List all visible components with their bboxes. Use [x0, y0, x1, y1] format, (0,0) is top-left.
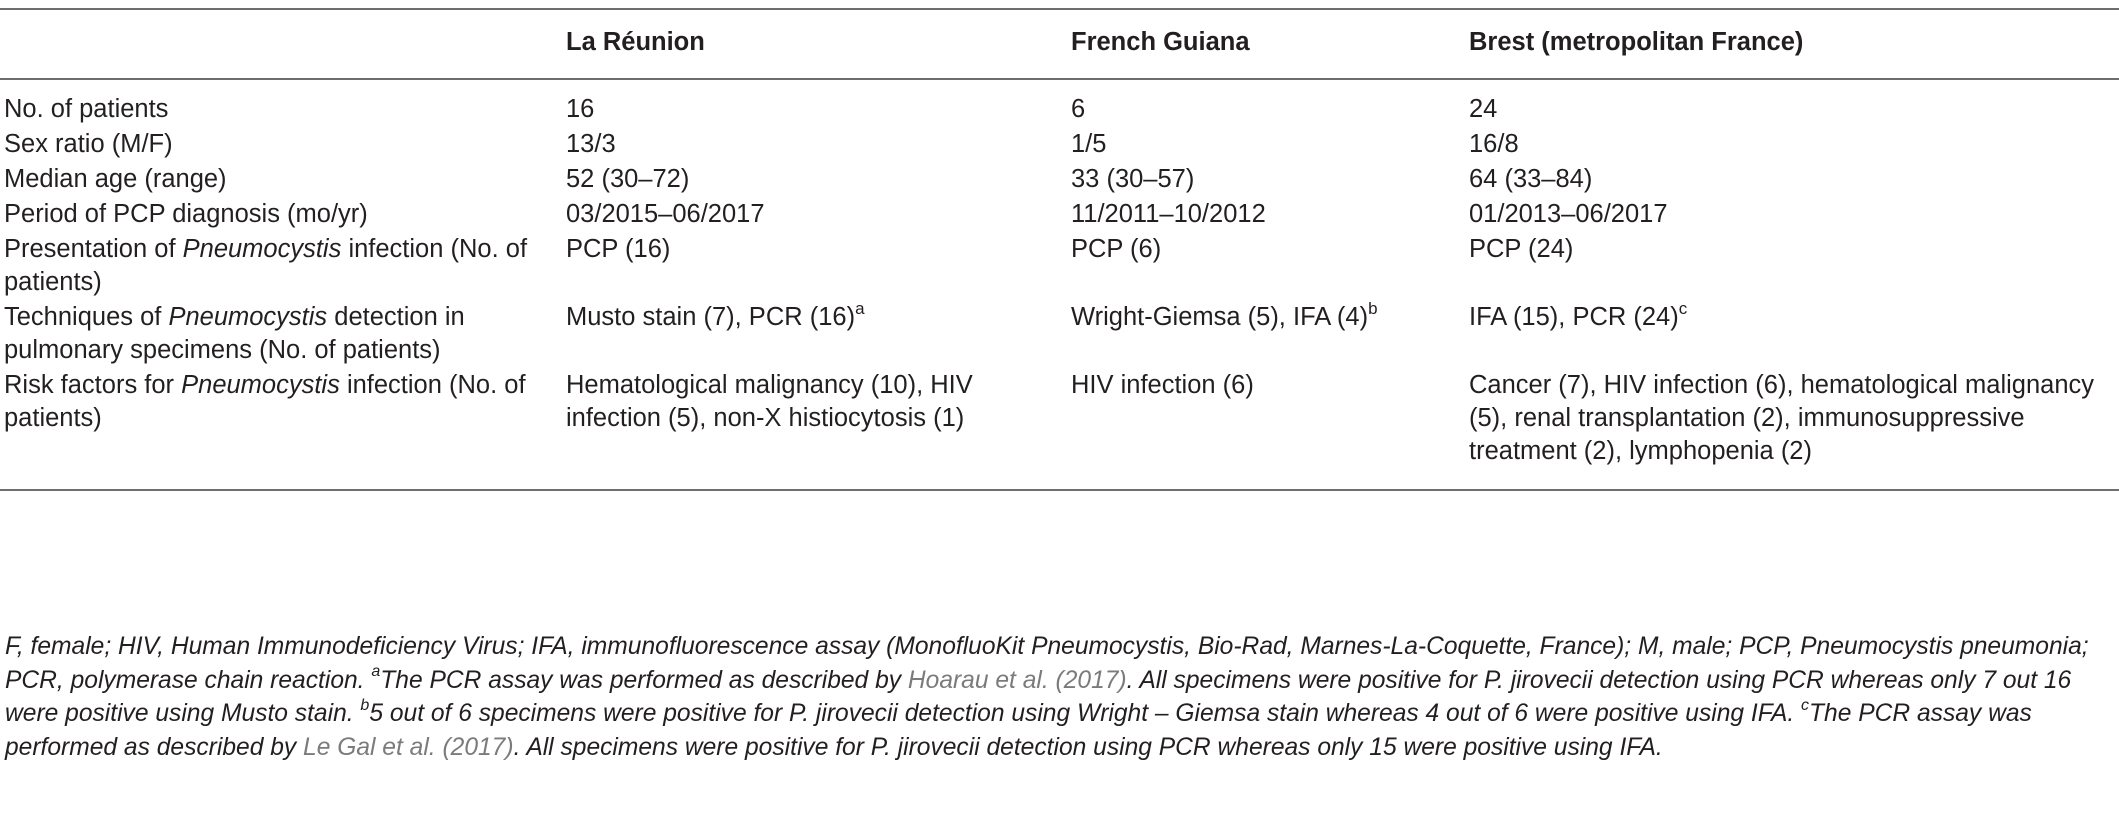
table-row: Presentation of Pneumocystis infection (…	[0, 233, 2119, 301]
row-label: Sex ratio (M/F)	[0, 128, 566, 163]
reference-link-hoarau[interactable]: Hoarau et al. (2017)	[907, 666, 1127, 694]
row-label: Techniques of Pneumocystis detection in …	[0, 301, 566, 369]
cell-value: 64 (33–84)	[1469, 165, 1593, 193]
column-header-french-guiana: French Guiana	[1071, 8, 1469, 80]
table-row: Median age (range) 52 (30–72) 33 (30–57) 64…	[0, 163, 2119, 198]
cell-brest: IFA (15), PCR (24)c	[1469, 298, 2119, 369]
cell-value: Musto stain (7), PCR (16)	[566, 303, 856, 331]
cell-french-guiana: 33 (30–57)	[1071, 163, 1469, 198]
footnote-marker-c: c	[1801, 696, 1810, 714]
cell-french-guiana: 11/2011–10/2012	[1071, 198, 1469, 233]
footnote-marker-a: a	[371, 663, 381, 681]
row-label: Risk factors for Pneumocystis infection …	[0, 369, 566, 491]
row-label-text-cont: infection (No. of patients)	[4, 371, 526, 432]
cell-value: 03/2015–06/2017	[566, 200, 765, 228]
table-row: Techniques of Pneumocystis detection in …	[0, 298, 2119, 369]
cell-la-reunion: PCP (16)	[566, 233, 1071, 301]
cell-value: PCP (24)	[1469, 235, 1574, 263]
cell-value: Hematological malignancy (10), HIV infec…	[566, 371, 973, 432]
cell-brest: 01/2013–06/2017	[1469, 198, 2119, 233]
cell-brest: 64 (33–84)	[1469, 163, 2119, 198]
row-label-organism: Pneumocystis	[168, 303, 328, 331]
row-label-text: Sex ratio (M/F)	[4, 130, 173, 158]
cell-la-reunion: 03/2015–06/2017	[566, 198, 1071, 233]
footnote-marker: c	[1678, 298, 1688, 318]
column-header-brest: Brest (metropolitan France)	[1469, 8, 2119, 80]
cell-value: Cancer (7), HIV infection (6), hematolog…	[1469, 371, 2095, 465]
cell-value: 13/3	[566, 130, 616, 158]
footnote-text-b: 5 out of 6 specimens were positive for P…	[369, 700, 1802, 727]
footnote-text-a-cont: . All specimens were positive for P. jir…	[5, 666, 2072, 728]
footnote-text-c-cont: . All specimens were positive for P. jir…	[513, 733, 1663, 761]
cell-french-guiana: Wright-Giemsa (5), IFA (4)b	[1071, 298, 1469, 369]
cell-french-guiana: PCP (6)	[1071, 233, 1469, 301]
cell-value: PCP (6)	[1071, 235, 1162, 263]
column-header-label	[0, 8, 566, 80]
row-label-text: Techniques of	[4, 303, 169, 331]
cell-value: 6	[1071, 95, 1086, 123]
cell-value: 33 (30–57)	[1071, 165, 1195, 193]
cell-value: 11/2011–10/2012	[1071, 200, 1266, 228]
footnote-text-a: The PCR assay was performed as described…	[380, 666, 908, 694]
table-footnote: F, female; HIV, Human Immunodeficiency V…	[5, 630, 2113, 764]
table-header-row: La Réunion French Guiana Brest (metropol…	[0, 8, 2119, 80]
footnote-marker: b	[1368, 298, 1378, 318]
column-header-la-reunion: La Réunion	[566, 8, 1071, 80]
footnote-abbreviations: F, female; HIV, Human Immunodeficiency V…	[5, 633, 2089, 694]
row-label: Median age (range)	[0, 163, 566, 198]
cell-value: 16	[566, 95, 595, 123]
cell-brest: 24	[1469, 79, 2119, 128]
cell-french-guiana: 1/5	[1071, 128, 1469, 163]
cell-la-reunion: Musto stain (7), PCR (16)a	[566, 298, 1071, 369]
cell-la-reunion: 16	[566, 79, 1071, 128]
cell-value: PCP (16)	[566, 235, 671, 263]
row-label: Presentation of Pneumocystis infection (…	[0, 233, 566, 301]
cell-value: 52 (30–72)	[566, 165, 690, 193]
cell-value: 16/8	[1469, 130, 1519, 158]
table-row: Risk factors for Pneumocystis infection …	[0, 369, 2119, 491]
cell-la-reunion: 13/3	[566, 128, 1071, 163]
row-label-text-cont: detection in pulmonary specimens (No. of…	[4, 303, 465, 364]
row-label-text-cont: infection (No. of patients)	[4, 235, 528, 296]
row-label-text: No. of patients	[4, 95, 169, 123]
row-label: Period of PCP diagnosis (mo/yr)	[0, 198, 566, 233]
footnote-text-c: The PCR assay was performed as described…	[5, 700, 2032, 761]
row-label-text: Period of PCP diagnosis (mo/yr)	[4, 200, 368, 228]
table-row: Period of PCP diagnosis (mo/yr) 03/2015–0…	[0, 198, 2119, 233]
cell-value: 1/5	[1071, 130, 1107, 158]
row-label-text: Presentation of	[4, 235, 183, 263]
cell-value: IFA (15), PCR (24)	[1469, 303, 1679, 331]
cell-value: 24	[1469, 95, 1498, 123]
row-label: No. of patients	[0, 79, 566, 128]
row-label-text: Risk factors for	[4, 371, 182, 399]
cell-brest: Cancer (7), HIV infection (6), hematolog…	[1469, 369, 2119, 491]
footnote-marker: a	[855, 298, 865, 318]
row-label-organism: Pneumocystis	[181, 371, 340, 399]
table-row: No. of patients 16 6 24	[0, 79, 2119, 128]
cell-value: Wright-Giemsa (5), IFA (4)	[1071, 303, 1369, 331]
cell-value: 01/2013–06/2017	[1469, 200, 1668, 228]
cell-french-guiana: 6	[1071, 79, 1469, 128]
table-row: Sex ratio (M/F) 13/3 1/5 16/8	[0, 128, 2119, 163]
cell-value: HIV infection (6)	[1071, 371, 1254, 399]
footnote-marker-b: b	[360, 696, 370, 714]
patient-characteristics-table: La Réunion French Guiana Brest (metropol…	[0, 8, 2119, 491]
cell-la-reunion: Hematological malignancy (10), HIV infec…	[566, 369, 1071, 491]
cell-la-reunion: 52 (30–72)	[566, 163, 1071, 198]
row-label-organism: Pneumocystis	[182, 235, 342, 263]
cell-french-guiana: HIV infection (6)	[1071, 369, 1469, 491]
row-label-text: Median age (range)	[4, 165, 227, 193]
cell-brest: PCP (24)	[1469, 233, 2119, 301]
cell-brest: 16/8	[1469, 128, 2119, 163]
reference-link-le-gal[interactable]: Le Gal et al. (2017)	[303, 733, 514, 761]
